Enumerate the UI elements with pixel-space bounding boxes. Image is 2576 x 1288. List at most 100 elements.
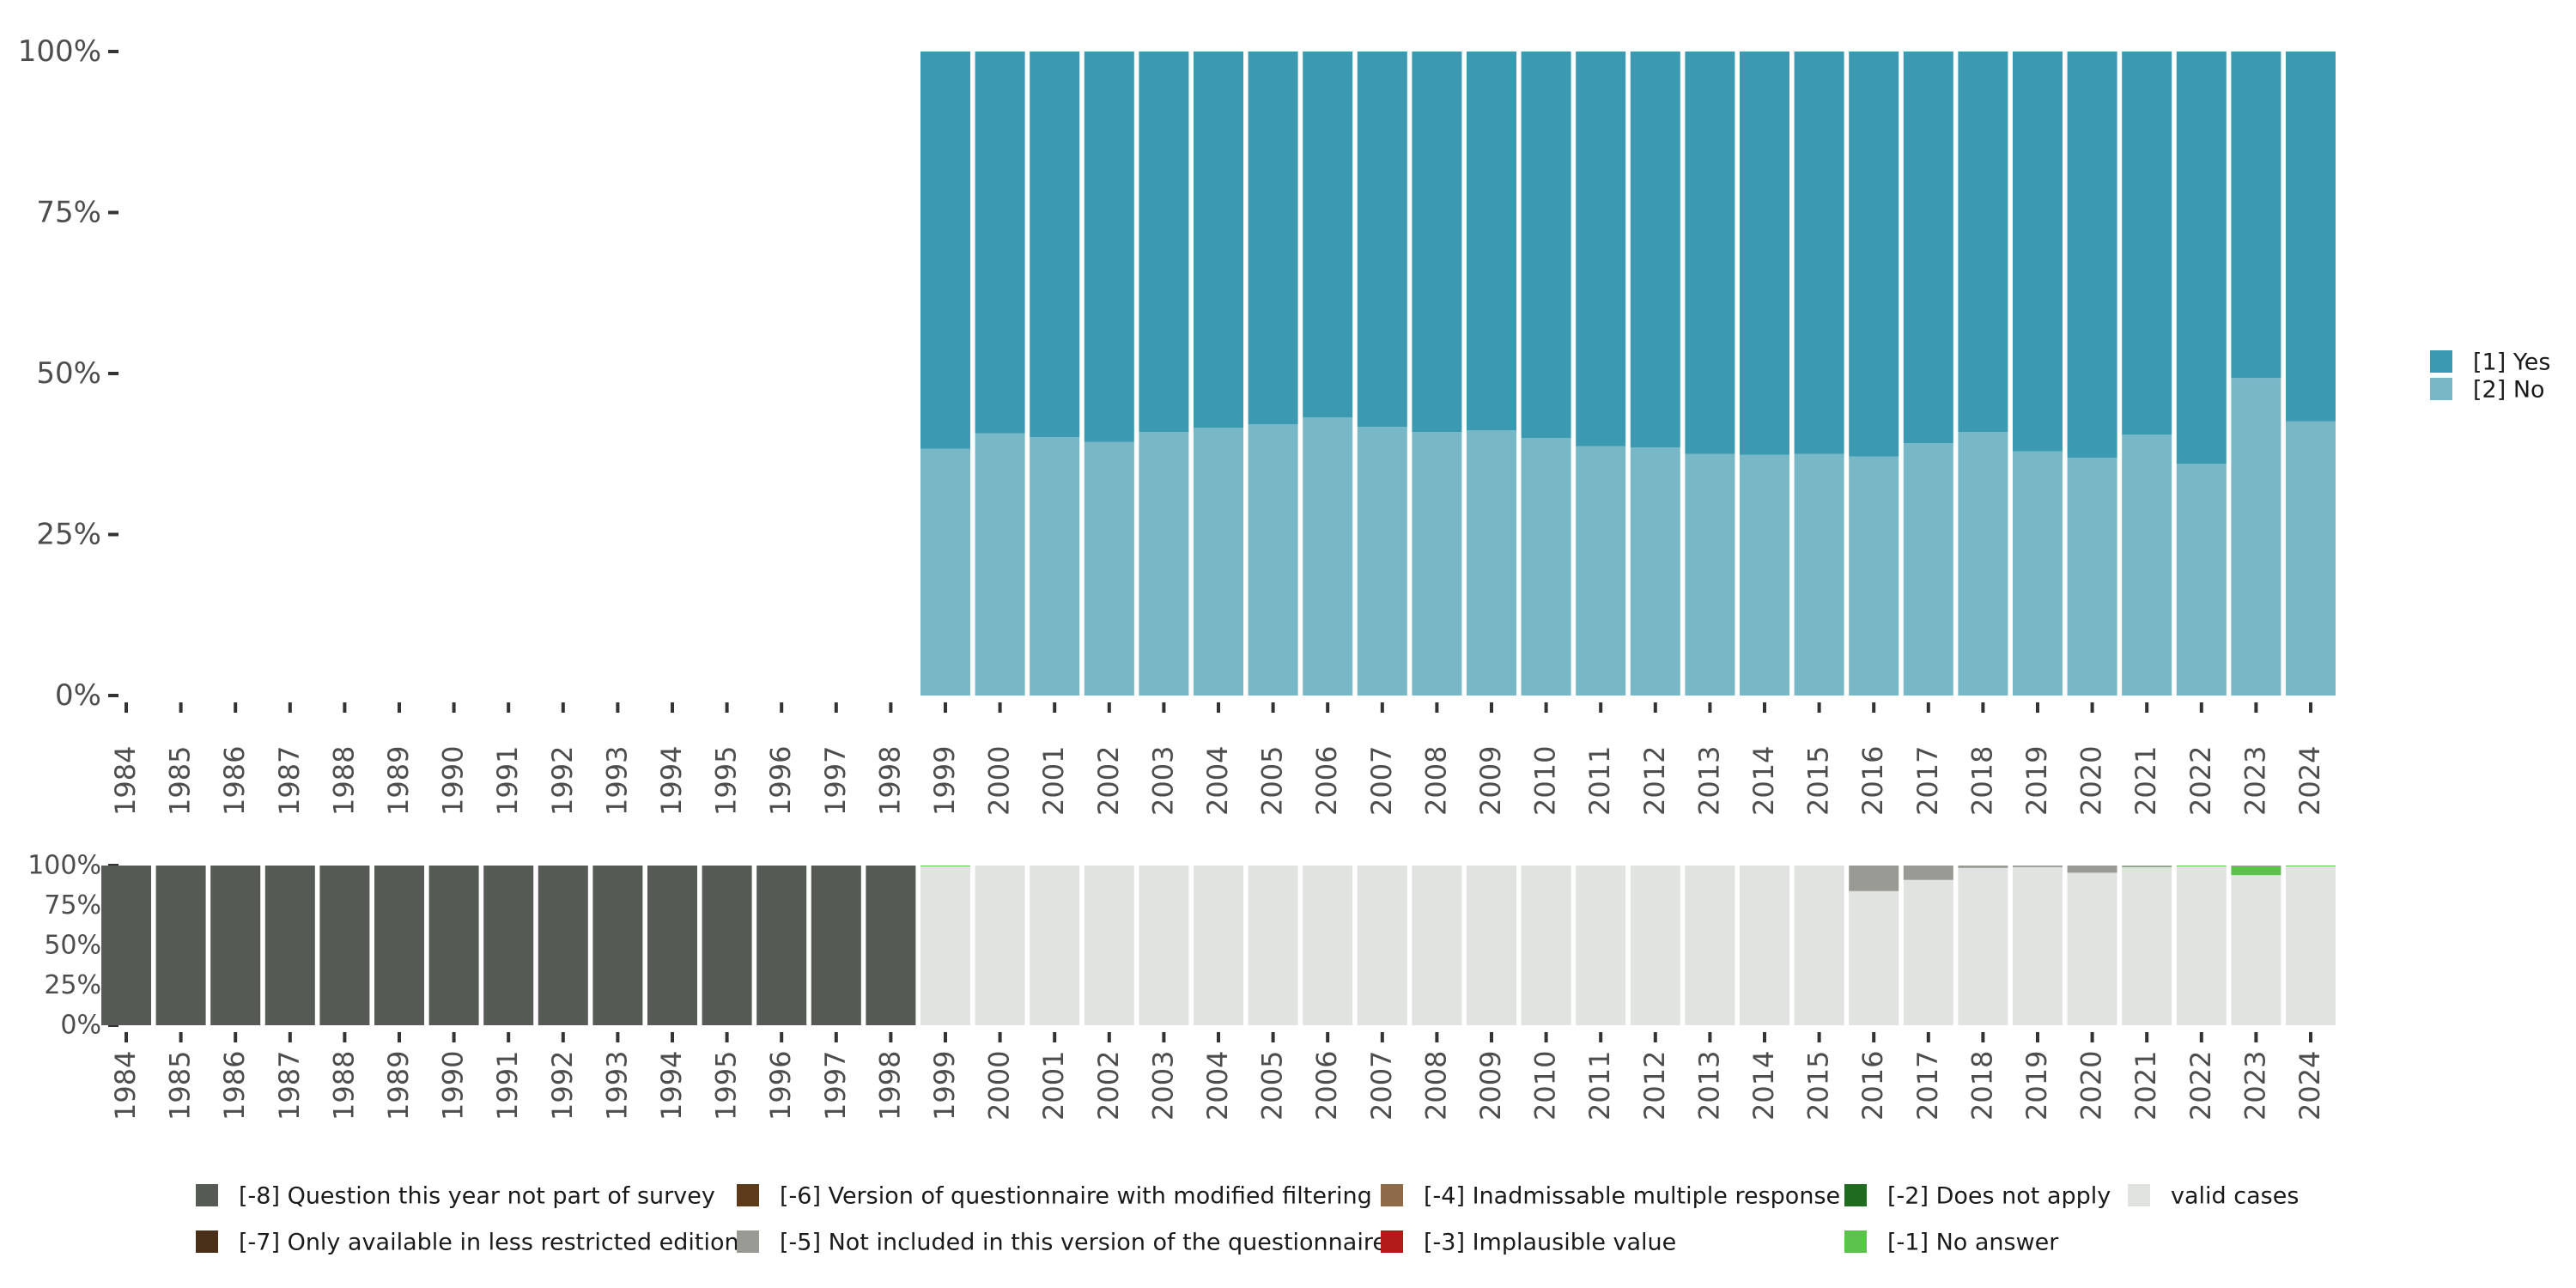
- x-tick-label: 1991: [491, 746, 524, 816]
- bar-segment: [101, 866, 151, 1025]
- bar-segment: [2176, 866, 2227, 1025]
- y-tick-label: 0%: [60, 1011, 101, 1041]
- x-tick-label: 2019: [2020, 746, 2053, 816]
- x-tick-label: 2017: [1911, 1051, 1944, 1121]
- bar-segment: [1521, 52, 1571, 438]
- x-tick-label: 1987: [273, 746, 306, 816]
- bar-segment: [2231, 52, 2281, 379]
- bar-segment: [1903, 866, 1953, 880]
- x-tick-label: 1990: [437, 1051, 470, 1121]
- bar-segment: [1794, 52, 1844, 454]
- bar-segment: [1740, 454, 1789, 696]
- x-tick-label: 1987: [273, 1051, 306, 1121]
- x-tick-label: 2006: [1310, 1051, 1343, 1121]
- bar-segment: [1685, 866, 1735, 1025]
- bar-segment: [2067, 458, 2117, 696]
- x-tick-label: 2005: [1256, 1051, 1289, 1121]
- x-tick-label: 1989: [382, 746, 415, 816]
- legend-label: [-7] Only available in less restricted e…: [239, 1230, 739, 1256]
- x-tick-label: 1988: [327, 746, 360, 816]
- bar-segment: [1412, 52, 1462, 433]
- x-tick-label: 2003: [1146, 1051, 1179, 1121]
- bar-segment: [1521, 866, 1571, 1025]
- bar-segment: [1194, 428, 1243, 696]
- x-tick-label: 1991: [491, 1051, 524, 1121]
- x-tick-label: 2008: [1419, 1051, 1452, 1121]
- bar-segment: [1139, 866, 1189, 1025]
- bar-segment: [920, 866, 970, 1025]
- legend-swatch: [2430, 378, 2452, 400]
- x-tick-label: 2023: [2239, 1051, 2271, 1121]
- y-tick-label: 75%: [36, 196, 101, 230]
- bar-segment: [2013, 52, 2063, 452]
- x-tick-label: 2011: [1583, 746, 1616, 816]
- bar-segment: [592, 866, 643, 1025]
- x-tick-label: 1998: [873, 746, 906, 816]
- bar-segment: [1139, 52, 1189, 433]
- bar-segment: [2286, 866, 2336, 1025]
- x-tick-label: 2009: [1474, 746, 1507, 816]
- x-tick-label: 1995: [710, 746, 743, 816]
- bar-segment: [1576, 52, 1626, 447]
- bar-segment: [2122, 866, 2172, 1025]
- x-tick-label: 2022: [2184, 1051, 2217, 1121]
- x-tick-label: 2000: [983, 1051, 1016, 1121]
- bar-segment: [538, 866, 588, 1025]
- bar-segment: [1794, 866, 1844, 1025]
- bar-segment: [1740, 866, 1789, 1025]
- legend-swatch: [1844, 1184, 1867, 1206]
- legend-label: [-1] No answer: [1887, 1230, 2059, 1256]
- x-tick-label: 1999: [928, 746, 961, 816]
- top-legend: [1] Yes[2] No: [2430, 349, 2550, 404]
- bar-segment: [2013, 451, 2063, 696]
- x-tick-label: 2005: [1256, 746, 1289, 816]
- y-tick-label: 25%: [36, 518, 101, 552]
- bar-segment: [1303, 417, 1353, 696]
- bar-segment: [1084, 52, 1134, 442]
- x-tick-label: 2015: [1802, 1051, 1835, 1121]
- x-tick-label: 2002: [1092, 746, 1125, 816]
- x-tick-label: 2006: [1310, 746, 1343, 816]
- x-tick-label: 1997: [819, 746, 852, 816]
- legend-label: [-3] Implausible value: [1424, 1230, 1676, 1256]
- x-tick-label: 1997: [819, 1051, 852, 1121]
- bar-segment: [975, 433, 1025, 696]
- x-tick-label: 2016: [1856, 746, 1889, 816]
- bar-segment: [264, 866, 315, 1025]
- bar-segment: [2286, 52, 2336, 422]
- bar-segment: [1194, 52, 1243, 428]
- legend-swatch: [196, 1184, 218, 1206]
- bar-segment: [1630, 866, 1680, 1025]
- x-tick-label: 2023: [2239, 746, 2271, 816]
- legend-swatch: [2430, 350, 2452, 373]
- x-tick-label: 1992: [546, 1051, 579, 1121]
- bar-segment: [1357, 52, 1407, 428]
- y-tick-label: 25%: [44, 970, 101, 1000]
- x-tick-label: 2012: [1638, 746, 1671, 816]
- bar-segment: [1030, 866, 1080, 1025]
- x-tick-label: 1985: [164, 746, 197, 816]
- bar-segment: [155, 866, 206, 1025]
- bar-segment: [1849, 866, 1899, 891]
- x-tick-label: 1994: [655, 746, 688, 816]
- y-tick-label: 75%: [44, 890, 101, 920]
- bar-segment: [1084, 441, 1134, 696]
- x-tick-label: 1996: [764, 746, 797, 816]
- x-tick-label: 2010: [1529, 1051, 1562, 1121]
- bar-segment: [1030, 52, 1080, 438]
- bar-segment: [1903, 879, 1953, 1025]
- bar-segment: [811, 866, 861, 1025]
- x-tick-label: 2022: [2184, 746, 2217, 816]
- x-tick-label: 2003: [1146, 746, 1179, 816]
- y-tick-label: 50%: [44, 931, 101, 961]
- legend-swatch: [2128, 1184, 2150, 1206]
- x-tick-label: 1995: [710, 1051, 743, 1121]
- legend-swatch: [737, 1184, 759, 1206]
- x-tick-label: 1986: [218, 746, 251, 816]
- bar-segment: [2122, 866, 2172, 867]
- x-tick-label: 1998: [873, 1051, 906, 1121]
- bar-segment: [1248, 424, 1298, 696]
- bar-segment: [1248, 866, 1298, 1025]
- x-tick-label: 2018: [1965, 1051, 1998, 1121]
- bar-segment: [2231, 866, 2281, 876]
